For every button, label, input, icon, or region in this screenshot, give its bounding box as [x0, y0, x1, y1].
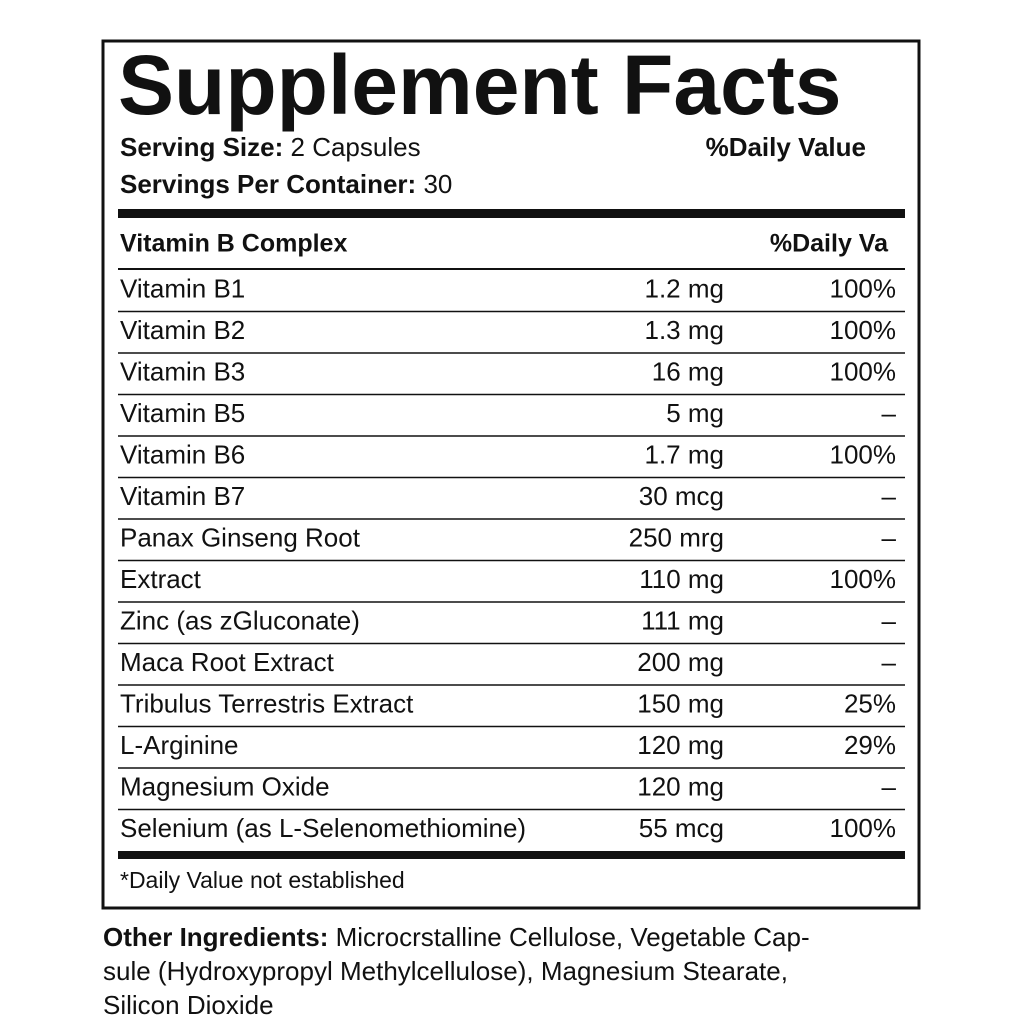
ingredient-dv: 100% — [830, 440, 897, 470]
row-rule — [118, 518, 905, 520]
ingredient-dv: 100% — [830, 274, 897, 304]
other-ingredients-label: Other Ingredients: — [103, 922, 328, 952]
ingredient-name: Selenium (as L-Selenomethiomine) — [120, 813, 526, 843]
ingredient-dv: 100% — [830, 813, 897, 843]
ingredient-name: Vitamin B2 — [120, 315, 245, 345]
label-border — [101, 39, 921, 910]
ingredient-name: L-Arginine — [120, 730, 239, 760]
ingredient-name: Maca Root Extract — [120, 647, 335, 677]
other-ingredients-text: Microcrstalline Cellulose, Vegetable Cap… — [336, 922, 810, 952]
servings-value: 30 — [423, 169, 452, 199]
ingredient-name: Tribulus Terrestris Extract — [120, 689, 414, 719]
row-rule — [118, 559, 905, 562]
ingredient-dv: 100% — [830, 564, 897, 594]
ingredient-amount: 5 mg — [666, 398, 724, 428]
row-rule — [118, 601, 905, 603]
ingredient-dv: 100% — [830, 315, 897, 345]
ingredient-name: Extract — [120, 564, 202, 594]
ingredient-name: Zinc (as zGluconate) — [120, 606, 360, 636]
ingredient-amount: 250 mrg — [629, 523, 724, 553]
ingredient-amount: 30 mcg — [639, 481, 724, 511]
rule — [118, 268, 905, 270]
ingredient-amount: 120 mg — [637, 730, 724, 760]
ingredient-dv: – — [882, 606, 897, 636]
row-rule — [118, 393, 905, 396]
row-rule — [118, 352, 905, 354]
serving-size: Serving Size: 2 Capsules — [120, 132, 421, 162]
ingredient-dv: – — [882, 523, 897, 553]
other-ingredients-line: sule (Hydroxypropyl Methylcellulose), Ma… — [103, 956, 788, 986]
ingredient-dv: 25% — [844, 689, 896, 719]
ingredient-dv: 100% — [830, 357, 897, 387]
thick-rule — [118, 851, 905, 859]
thick-rule — [118, 209, 905, 218]
ingredient-amount: 55 mcg — [639, 813, 724, 843]
ingredient-amount: 150 mg — [637, 689, 724, 719]
ingredient-amount: 1.7 mg — [645, 440, 725, 470]
row-rule — [118, 808, 905, 811]
ingredient-name: Magnesium Oxide — [120, 772, 330, 802]
ingredient-amount: 110 mg — [639, 564, 724, 594]
ingredient-amount: 1.3 mg — [645, 315, 725, 345]
servings: Servings Per Container: 30 — [120, 169, 452, 199]
ingredient-amount: 120 mg — [637, 772, 724, 802]
ingredient-name: Vitamin B3 — [120, 357, 245, 387]
row-rule — [118, 310, 905, 313]
row-rule — [118, 642, 905, 645]
serving-size-label: Serving Size: — [120, 132, 283, 162]
ingredient-name: Vitamin B5 — [120, 398, 245, 428]
ingredient-dv: – — [882, 481, 897, 511]
row-rule — [118, 684, 905, 686]
ingredient-name: Vitamin B7 — [120, 481, 245, 511]
row-rule — [118, 767, 905, 769]
ingredient-dv: – — [882, 647, 897, 677]
ingredient-dv: – — [882, 772, 897, 802]
ingredient-amount: 200 mg — [637, 647, 724, 677]
ingredient-dv: 29% — [844, 730, 896, 760]
ingredient-amount: 1.2 mg — [645, 274, 725, 304]
section-heading: Vitamin B Complex — [120, 230, 347, 258]
ingredient-name: Panax Ginseng Root — [120, 523, 361, 553]
other-ingredients-line: Other Ingredients: Microcrstalline Cellu… — [103, 922, 810, 952]
other-ingredients-line: Silicon Dioxide — [103, 990, 274, 1020]
footnote: *Daily Value not established — [120, 867, 405, 893]
ingredient-amount: 16 mg — [652, 357, 724, 387]
ingredient-dv: – — [882, 398, 897, 428]
row-rule — [118, 476, 905, 479]
ingredient-amount: 111 mg — [641, 606, 724, 636]
serving-size-value: 2 Capsules — [291, 132, 421, 162]
ingredient-name: Vitamin B6 — [120, 440, 245, 470]
daily-value-heading: %Daily Value — [706, 132, 866, 162]
title: Supplement Facts — [118, 38, 841, 132]
ingredient-name: Vitamin B1 — [120, 274, 245, 304]
dv-heading: %Daily Va — [770, 230, 889, 258]
row-rule — [118, 435, 905, 437]
row-rule — [118, 725, 905, 728]
servings-label: Servings Per Container: — [120, 169, 416, 199]
